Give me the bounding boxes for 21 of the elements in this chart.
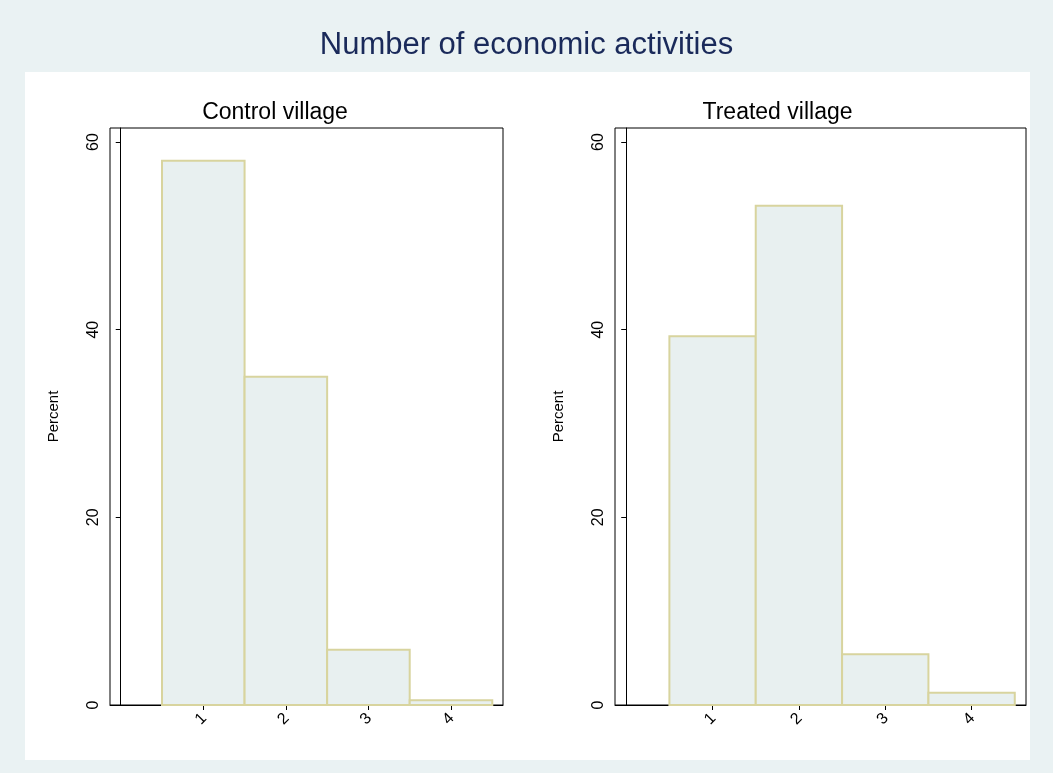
y-axis-title: Percent <box>44 389 61 443</box>
x-tick-label: 1 <box>191 708 210 728</box>
x-tick-label: 1 <box>700 708 719 728</box>
x-tick-label: 4 <box>959 708 978 728</box>
y-tick-label: 60 <box>83 133 101 151</box>
y-tick-label: 40 <box>588 320 606 339</box>
chart-subtitle: Control village <box>202 97 348 124</box>
y-tick-label: 0 <box>83 700 101 710</box>
y-tick-label: 40 <box>83 320 101 339</box>
y-tick-label: 20 <box>588 508 606 527</box>
y-tick-label: 20 <box>83 508 101 527</box>
y-tick-label: 0 <box>588 700 606 710</box>
chart-title: Number of economic activities <box>318 26 735 62</box>
y-axis-title: Percent <box>549 389 566 443</box>
x-tick-label: 4 <box>438 708 458 728</box>
x-tick-label: 3 <box>356 708 375 728</box>
chart-subtitle: Treated village <box>702 97 853 124</box>
x-tick-label: 3 <box>872 708 892 728</box>
y-tick-label: 60 <box>588 133 606 151</box>
x-tick-label: 2 <box>786 708 805 728</box>
x-tick-label: 2 <box>273 708 292 728</box>
